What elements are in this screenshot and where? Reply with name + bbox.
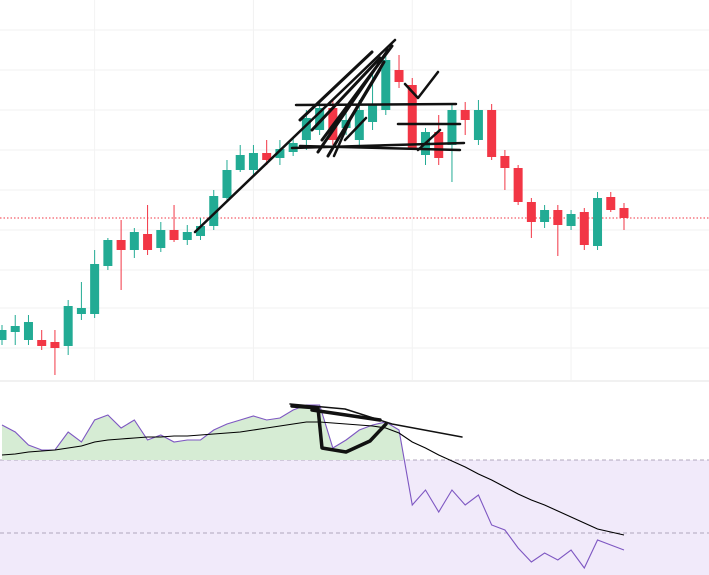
candle bbox=[301, 110, 311, 150]
candle-body bbox=[553, 210, 563, 225]
candle-body bbox=[0, 330, 7, 340]
candle-body bbox=[90, 264, 100, 314]
candle bbox=[90, 250, 100, 318]
candle-body bbox=[460, 110, 470, 120]
candle bbox=[593, 192, 603, 250]
candle-body bbox=[473, 110, 483, 140]
candle-body bbox=[10, 326, 20, 332]
indicator-line bbox=[1, 404, 625, 570]
candle-body bbox=[63, 306, 73, 346]
candle bbox=[209, 190, 219, 230]
candle-body bbox=[315, 108, 325, 130]
candle-body bbox=[526, 202, 536, 222]
candle-body bbox=[513, 168, 523, 202]
candle bbox=[0, 325, 7, 345]
candle-body bbox=[182, 232, 192, 240]
candle bbox=[262, 140, 272, 165]
candle-body bbox=[129, 232, 139, 250]
candle-body bbox=[222, 170, 232, 198]
candle bbox=[10, 315, 20, 345]
candle bbox=[116, 220, 126, 290]
candle bbox=[540, 205, 550, 228]
candle-body bbox=[262, 153, 272, 160]
candle bbox=[579, 208, 589, 250]
candle-body bbox=[275, 149, 285, 158]
drawn-strokes bbox=[332, 68, 442, 158]
candle bbox=[37, 330, 47, 350]
candle-body bbox=[368, 104, 378, 122]
candle bbox=[63, 300, 73, 355]
candle-body bbox=[566, 214, 576, 226]
candle-body bbox=[487, 110, 497, 157]
candle bbox=[473, 100, 483, 145]
candle-body bbox=[23, 322, 33, 340]
candle bbox=[103, 238, 113, 270]
candle bbox=[143, 205, 153, 255]
candle bbox=[169, 205, 179, 242]
candle-body bbox=[169, 230, 179, 240]
candle-body bbox=[593, 198, 603, 246]
candle bbox=[222, 160, 232, 200]
candle bbox=[500, 150, 510, 190]
band-fill bbox=[0, 460, 709, 575]
candle bbox=[76, 282, 86, 320]
candle-body bbox=[606, 197, 616, 210]
candle bbox=[553, 205, 563, 256]
candle bbox=[129, 228, 139, 258]
drawn-strokes bbox=[290, 404, 388, 454]
candle-body bbox=[579, 212, 589, 245]
candle-body bbox=[196, 226, 206, 236]
candle bbox=[526, 198, 536, 238]
candle bbox=[460, 102, 470, 135]
drawn-strokes bbox=[290, 102, 466, 152]
candle-body bbox=[407, 85, 417, 148]
candle-body bbox=[116, 240, 126, 250]
candle-body bbox=[50, 342, 60, 348]
drawn-line bbox=[193, 38, 397, 234]
candle bbox=[394, 55, 404, 88]
candle bbox=[275, 140, 285, 165]
candle bbox=[50, 330, 60, 375]
indicator-line bbox=[1, 421, 625, 536]
overbought-fill bbox=[2, 405, 624, 460]
candle-body bbox=[76, 308, 86, 314]
candle-body bbox=[301, 118, 311, 140]
candle bbox=[23, 315, 33, 345]
candle bbox=[566, 210, 576, 230]
candle bbox=[606, 192, 616, 212]
candle bbox=[248, 145, 258, 175]
candle-body bbox=[103, 240, 113, 266]
candle-body bbox=[209, 196, 219, 226]
candle bbox=[182, 225, 192, 245]
candle-body bbox=[381, 60, 391, 110]
candle bbox=[487, 104, 497, 160]
candle-body bbox=[156, 230, 166, 248]
candle bbox=[235, 145, 245, 172]
candle-body bbox=[434, 132, 444, 158]
candle bbox=[513, 165, 523, 205]
hand-drawing bbox=[193, 38, 466, 454]
candle bbox=[196, 218, 206, 240]
candle-body bbox=[235, 155, 245, 170]
candle-body bbox=[248, 153, 258, 170]
candle-body bbox=[37, 340, 47, 346]
candle-body bbox=[447, 110, 457, 145]
candle-body bbox=[619, 208, 629, 218]
candle-body bbox=[540, 210, 550, 222]
candle bbox=[619, 203, 629, 230]
candle-body bbox=[143, 234, 153, 250]
candle-body bbox=[500, 156, 510, 168]
candle bbox=[434, 115, 444, 165]
candle bbox=[156, 222, 166, 252]
candle-body bbox=[394, 70, 404, 82]
